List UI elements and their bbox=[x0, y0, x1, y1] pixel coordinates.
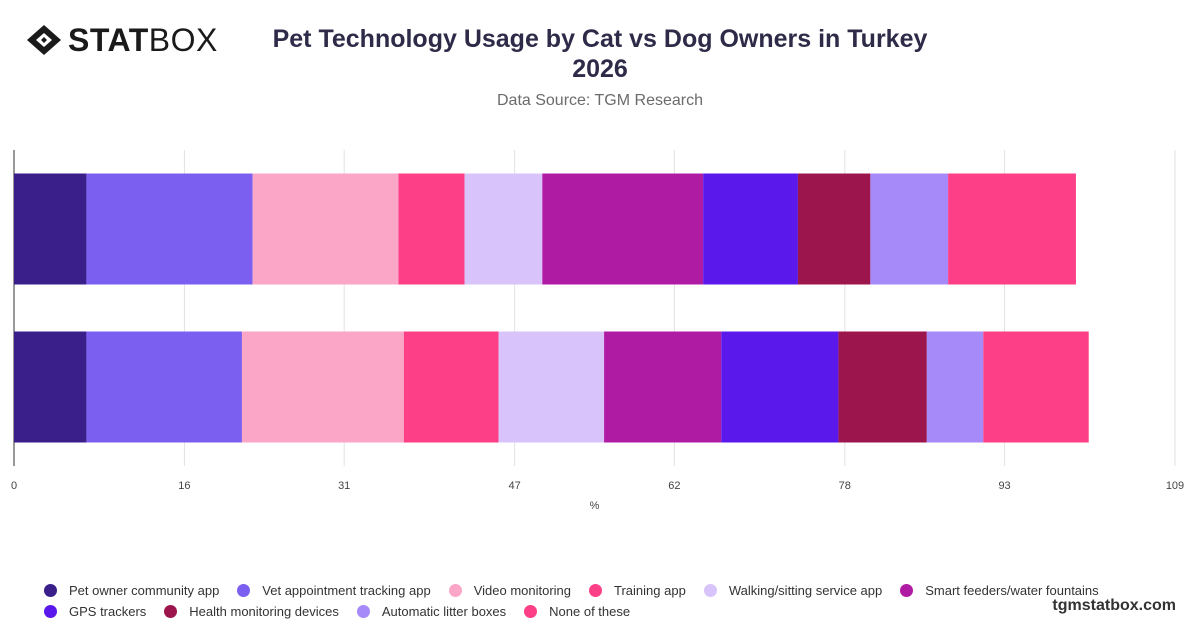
bar-segment-vet-appointment-tracking-app[interactable] bbox=[86, 173, 253, 285]
chart-title: Pet Technology Usage by Cat vs Dog Owner… bbox=[272, 25, 928, 83]
legend-swatch bbox=[44, 605, 57, 618]
legend-item[interactable]: Video monitoring bbox=[448, 580, 572, 601]
bar-segment-smart-feeders-water-fountains[interactable] bbox=[542, 173, 704, 285]
legend-swatch bbox=[703, 584, 717, 597]
bar-segment-health-monitoring-devices[interactable] bbox=[838, 331, 927, 443]
bar-segment-video-monitoring[interactable] bbox=[241, 331, 404, 443]
bar-segment-gps-trackers[interactable] bbox=[721, 331, 839, 443]
legend-label: GPS trackers bbox=[69, 604, 147, 619]
bar-segment-training-app[interactable] bbox=[403, 331, 499, 443]
legend-label: Smart feeders/water fountains bbox=[925, 583, 1099, 598]
legend-item[interactable]: Automatic litter boxes bbox=[356, 601, 507, 622]
legend-item[interactable]: Health monitoring devices bbox=[164, 601, 339, 622]
legend-label: Training app bbox=[614, 583, 686, 598]
legend-swatch bbox=[356, 605, 370, 618]
bar-segment-automatic-litter-boxes[interactable] bbox=[870, 173, 949, 285]
bar-segment-walking-sitting-service-app[interactable] bbox=[498, 331, 605, 443]
bar-segment-training-app[interactable] bbox=[398, 173, 465, 285]
statbox-logo: STATBOX bbox=[26, 22, 218, 58]
x-tick-label: 31 bbox=[338, 480, 350, 492]
legend-swatch bbox=[164, 605, 178, 618]
x-tick-label: 16 bbox=[178, 480, 190, 492]
legend-item[interactable]: Vet appointment tracking app bbox=[237, 580, 431, 601]
bar-segment-vet-appointment-tracking-app[interactable] bbox=[86, 331, 242, 443]
bar-segment-none-of-these[interactable] bbox=[983, 331, 1089, 443]
legend-swatch bbox=[900, 584, 914, 597]
legend-swatch bbox=[44, 584, 57, 597]
legend-swatch bbox=[589, 584, 603, 597]
legend-swatch bbox=[237, 584, 251, 597]
bar-segment-automatic-litter-boxes[interactable] bbox=[926, 331, 984, 443]
legend-item[interactable]: Pet owner community app bbox=[44, 580, 219, 601]
bar-segment-video-monitoring[interactable] bbox=[252, 173, 399, 285]
legend-item[interactable]: GPS trackers bbox=[44, 601, 146, 622]
legend-label: Video monitoring bbox=[473, 583, 572, 598]
legend-label: Automatic litter boxes bbox=[381, 604, 507, 619]
bar-segment-smart-feeders-water-fountains[interactable] bbox=[604, 331, 722, 443]
x-tick-label: 62 bbox=[668, 480, 680, 492]
bar-segment-pet-owner-community-app[interactable] bbox=[14, 173, 87, 285]
stacked-bar-chart: 0 16 31 47 62 78 93 109% bbox=[11, 150, 1184, 512]
brand-url: tgmstatbox.com bbox=[1052, 597, 1176, 614]
chart-legend: Pet owner community app Vet appointment t… bbox=[44, 580, 1174, 622]
legend-swatch bbox=[524, 605, 538, 618]
legend-swatch bbox=[448, 584, 462, 597]
chart-subtitle: Data Source: TGM Research bbox=[496, 92, 703, 109]
diamond-logo-icon bbox=[27, 25, 61, 55]
bar-segment-health-monitoring-devices[interactable] bbox=[797, 173, 871, 285]
legend-label: Walking/sitting service app bbox=[728, 583, 883, 598]
x-tick-label: 93 bbox=[998, 480, 1010, 492]
legend-label: None of these bbox=[549, 604, 631, 619]
legend-item[interactable]: None of these bbox=[524, 601, 630, 622]
x-tick-label: 47 bbox=[508, 480, 520, 492]
x-tick-label: 0 bbox=[11, 480, 17, 492]
bar-segment-gps-trackers[interactable] bbox=[703, 173, 798, 285]
x-tick-label: 78 bbox=[839, 480, 851, 492]
legend-item[interactable]: Smart feeders/water fountains bbox=[900, 580, 1099, 601]
x-tick-label: 109 bbox=[1166, 480, 1184, 492]
bar-segment-walking-sitting-service-app[interactable] bbox=[464, 173, 543, 285]
logo-text-bold: STAT bbox=[68, 22, 149, 58]
bar-segment-pet-owner-community-app[interactable] bbox=[14, 331, 87, 443]
legend-label: Pet owner community app bbox=[69, 583, 220, 598]
legend-label: Vet appointment tracking app bbox=[262, 583, 431, 598]
bar-segment-none-of-these[interactable] bbox=[948, 173, 1076, 285]
legend-item[interactable]: Walking/sitting service app bbox=[703, 580, 883, 601]
x-axis-label: % bbox=[590, 500, 600, 512]
legend-item[interactable]: Training app bbox=[589, 580, 686, 601]
legend-label: Health monitoring devices bbox=[189, 604, 339, 619]
logo-text-light: BOX bbox=[148, 22, 218, 58]
